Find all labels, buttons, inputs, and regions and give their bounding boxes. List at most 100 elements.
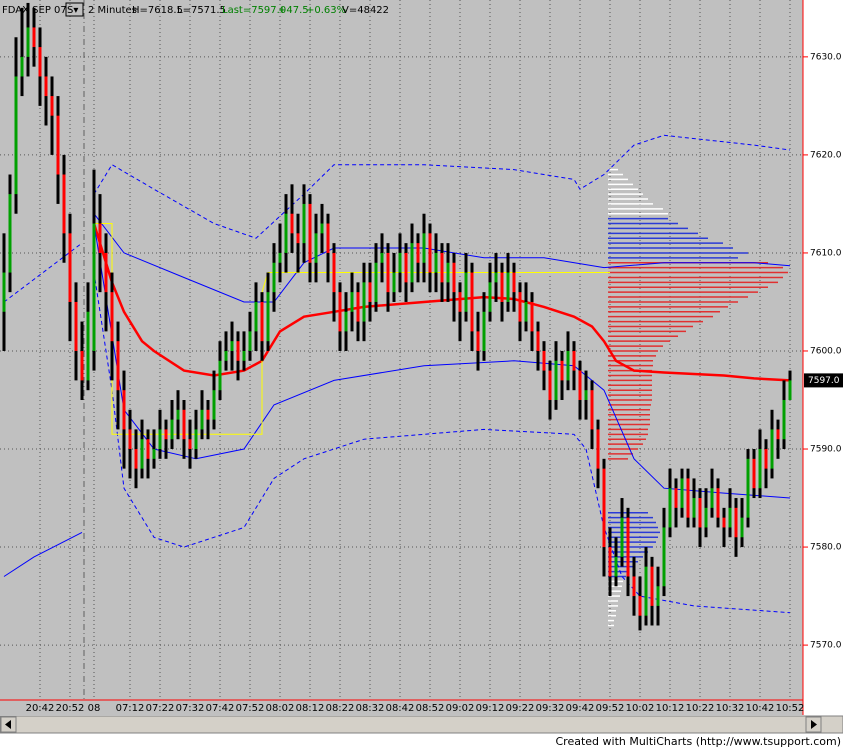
bar-body [164,429,168,440]
bar-body [434,252,438,273]
bar-body [458,292,462,312]
bar-body [668,488,672,528]
bar-body [710,488,714,508]
bar-body [740,517,744,538]
bar-body [314,233,318,263]
bar-body [410,243,414,283]
x-tick-label: 09:02 [446,703,475,714]
y-tick-label: 7580.0 [810,543,842,553]
bar-body [266,292,270,342]
bar-body [254,301,258,332]
bar-body [476,331,480,351]
y-tick-label: 7610.0 [810,248,842,258]
change: +47.5 [278,5,309,16]
x-tick-label: 09:32 [536,703,565,714]
bar-body [680,478,684,508]
bar-body [752,458,756,489]
x-tick-label: 10:22 [686,703,715,714]
price-marker-label: 7597.0 [808,376,840,386]
x-tick-label: 08:02 [266,703,295,714]
x-tick-label: 20:42 [26,703,55,714]
bar-body [758,449,762,489]
bar-body [590,390,594,430]
x-tick-label: 10:42 [746,703,775,714]
bar-body [374,262,378,302]
bar-body [524,301,528,322]
bar-body [212,390,216,420]
bar-body [488,282,492,312]
bar-body [8,194,12,273]
price-axis [803,0,843,715]
bar-body [428,233,432,273]
bar-body [308,203,312,263]
bar-body [734,507,738,538]
bar-body [398,252,402,273]
bar-body [146,439,150,459]
bar-body [422,233,426,263]
bar-body [494,272,498,283]
bar-body [278,252,282,263]
bar-body [554,360,558,400]
y-tick-label: 7570.0 [810,641,842,651]
x-tick-label: 20:52 [56,703,85,714]
mode[interactable]: S▾ [67,5,78,16]
bar-body [548,370,552,400]
bar-body [368,282,372,302]
plot-area [0,0,803,700]
bar-body [122,390,126,430]
footer: Created with MultiCharts (http://www.tsu… [555,735,841,748]
bar-body [770,429,774,469]
bar-body [140,439,144,469]
bar-body [242,350,246,361]
bar-body [302,203,306,244]
scrollbar[interactable] [0,715,843,734]
x-tick-label: 07:22 [146,703,175,714]
bar-body [560,360,564,381]
bar-body [542,350,546,371]
mode-box[interactable] [65,2,84,17]
change-pct: +0.63% [306,5,346,16]
bar-body [584,390,588,400]
bar-body [440,252,444,283]
x-tick-label: 07:12 [116,703,145,714]
bar-body [638,596,642,616]
y-tick-label: 7590.0 [810,445,842,455]
bar-body [350,292,354,312]
bar-body [536,331,540,351]
bar-body [608,547,612,577]
bar-body [50,96,54,116]
bar-body [32,27,36,48]
bar-body [152,449,156,459]
bar-body [98,223,102,253]
bar-body [200,409,204,430]
bar-body [500,272,504,302]
bar-body [362,282,366,322]
bar-body [482,311,486,351]
indicator-line [3,213,791,577]
bar-body [446,262,450,283]
x-tick-label: 07:42 [206,703,235,714]
x-tick-label: 07:32 [176,703,205,714]
bar-body [332,252,336,293]
bar-body [662,527,666,587]
bar-body [626,517,630,577]
indicator-line [93,223,791,499]
bar-body [704,507,708,528]
bar-body [512,272,516,293]
time-axis [0,700,803,715]
y-tick-label: 7630.0 [810,52,842,62]
bar-body [284,213,288,253]
arrow-icon [811,720,817,729]
bar-body [272,262,276,293]
bar-body [128,429,132,450]
bar-body [404,252,408,283]
bar-body [194,429,198,450]
x-tick-label: 08:12 [296,703,325,714]
bar-body [230,341,234,351]
last: Last=7597.0 [222,5,286,16]
bar-body [674,488,678,508]
bar-body [326,223,330,253]
bar-body [578,370,582,400]
bar-body [74,301,78,351]
